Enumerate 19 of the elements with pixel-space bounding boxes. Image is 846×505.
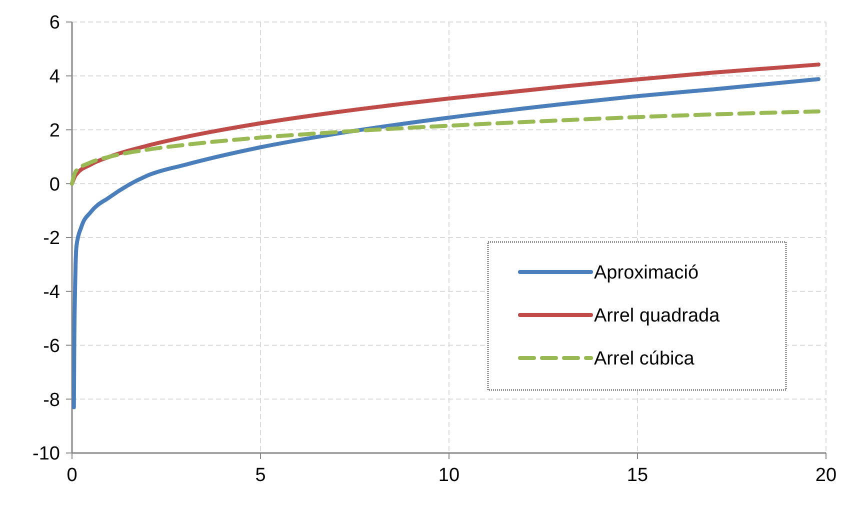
- y-tick-label: 4: [49, 66, 60, 88]
- line-series: [72, 77, 820, 410]
- x-tick-label: 5: [255, 465, 266, 486]
- y-tick-label: -6: [43, 336, 60, 357]
- y-tick-label: 0: [49, 174, 60, 196]
- y-tick-label: -4: [43, 282, 60, 304]
- legend-label: Aproximació: [594, 262, 699, 284]
- x-tick-label: 0: [66, 465, 78, 486]
- y-tick-label: 6: [49, 12, 60, 34]
- y-tick-label: -10: [32, 444, 60, 465]
- legend-label: Arrel quadrada: [594, 306, 720, 327]
- line-series: [70, 109, 820, 186]
- x-tick-label: 10: [438, 465, 460, 486]
- x-tick-label: 15: [626, 465, 648, 486]
- y-tick-label: -8: [43, 390, 60, 411]
- y-tick-label: -2: [43, 228, 60, 250]
- legend-label: Arrel cúbica: [594, 348, 695, 370]
- x-tick-label: 20: [815, 465, 837, 486]
- y-tick-label: 2: [49, 120, 60, 142]
